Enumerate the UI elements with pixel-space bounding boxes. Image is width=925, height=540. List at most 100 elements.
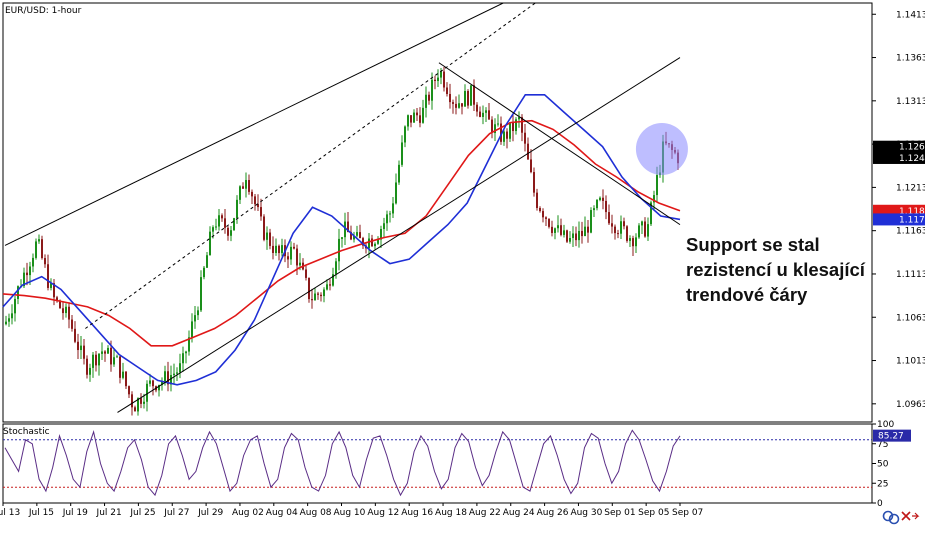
candle xyxy=(251,189,253,204)
price-tick-label: 1.1213 xyxy=(896,183,925,193)
candle-body xyxy=(104,351,106,354)
candle xyxy=(290,241,292,265)
candle xyxy=(116,354,118,358)
candle-body xyxy=(563,230,565,235)
candle xyxy=(128,385,130,399)
candle xyxy=(71,314,73,332)
candle-body xyxy=(32,257,34,267)
candle-body xyxy=(230,230,232,236)
candle xyxy=(596,198,598,211)
candle-body xyxy=(203,267,205,278)
candle xyxy=(275,238,277,256)
candle-body xyxy=(353,235,355,240)
candle-body xyxy=(614,226,616,234)
link-icon[interactable] xyxy=(882,510,900,525)
candle xyxy=(308,277,310,303)
candle-body xyxy=(437,77,439,82)
candle-body xyxy=(431,79,433,101)
candle-body xyxy=(488,110,490,120)
date-label: Jul 19 xyxy=(62,508,88,518)
candle xyxy=(221,213,223,222)
chart-title: EUR/USD: 1-hour xyxy=(5,6,82,16)
price-tag: 1.1176 xyxy=(873,213,925,226)
date-label: Jul 27 xyxy=(163,508,189,518)
candle-body xyxy=(491,119,493,134)
candle-body xyxy=(164,371,166,382)
stoch-tick-label: 100 xyxy=(877,420,894,430)
candle-body xyxy=(257,204,259,208)
candle xyxy=(86,355,88,379)
candle-body xyxy=(5,321,7,325)
candle xyxy=(104,350,106,362)
stoch-tick-label: 50 xyxy=(877,460,889,470)
close-arrow-icon[interactable] xyxy=(901,511,920,521)
candle xyxy=(404,125,406,148)
candle-body xyxy=(590,210,592,233)
candle-body xyxy=(356,232,358,236)
candle xyxy=(200,270,202,312)
candle xyxy=(176,367,178,382)
candle xyxy=(548,218,550,229)
price-tag-label: 1.1186 xyxy=(899,207,925,217)
candle xyxy=(449,83,451,109)
candle-body xyxy=(14,298,16,314)
candle xyxy=(182,346,184,372)
candle-body xyxy=(518,117,520,120)
candle xyxy=(56,295,58,303)
candle-body xyxy=(50,283,52,288)
candle xyxy=(314,287,316,301)
candle-body xyxy=(182,353,184,364)
candle-body xyxy=(149,380,151,384)
candle xyxy=(551,220,553,237)
candle-body xyxy=(152,380,154,387)
candle-body xyxy=(107,347,109,354)
date-label: Aug 18 xyxy=(435,508,467,518)
candle xyxy=(500,116,502,145)
candle xyxy=(437,69,439,87)
candle xyxy=(152,379,154,396)
candle-body xyxy=(224,218,226,228)
candle-body xyxy=(329,284,331,286)
annotation-line-1: Support se stal xyxy=(686,234,820,255)
candle-body xyxy=(557,225,559,229)
candle-body xyxy=(311,299,313,301)
candle xyxy=(584,216,586,237)
candle xyxy=(332,267,334,287)
candle-body xyxy=(41,239,43,259)
candle xyxy=(8,313,10,327)
candle xyxy=(473,79,475,112)
candle-body xyxy=(26,272,28,276)
stochastic-panel xyxy=(2,423,873,504)
candle-body xyxy=(404,126,406,143)
candle-body xyxy=(176,372,178,374)
candle xyxy=(224,209,226,234)
candle xyxy=(53,278,55,306)
candle xyxy=(254,193,256,211)
candle-body xyxy=(38,239,40,242)
candle-body xyxy=(548,218,550,227)
candle-body xyxy=(77,341,79,351)
candle xyxy=(482,105,484,125)
candle-body xyxy=(497,123,499,125)
candle-body xyxy=(314,293,316,301)
candle-body xyxy=(275,245,277,253)
price-tag-bg xyxy=(873,213,925,226)
candle-body xyxy=(254,196,256,205)
candle-body xyxy=(98,353,100,366)
candle xyxy=(575,226,577,247)
candle xyxy=(137,397,139,416)
candle-body xyxy=(200,277,202,311)
price-tag: 1.1247 xyxy=(873,151,925,164)
candle xyxy=(401,135,403,167)
candle xyxy=(419,107,421,128)
price-tag-bg xyxy=(873,151,925,164)
candle-body xyxy=(296,248,298,266)
candle xyxy=(413,109,415,123)
candle-body xyxy=(278,245,280,254)
candle-body xyxy=(434,79,436,82)
candle xyxy=(512,113,514,142)
candle-body xyxy=(635,237,637,247)
candle xyxy=(245,172,247,198)
stoch-tick-label: 75 xyxy=(877,440,888,450)
